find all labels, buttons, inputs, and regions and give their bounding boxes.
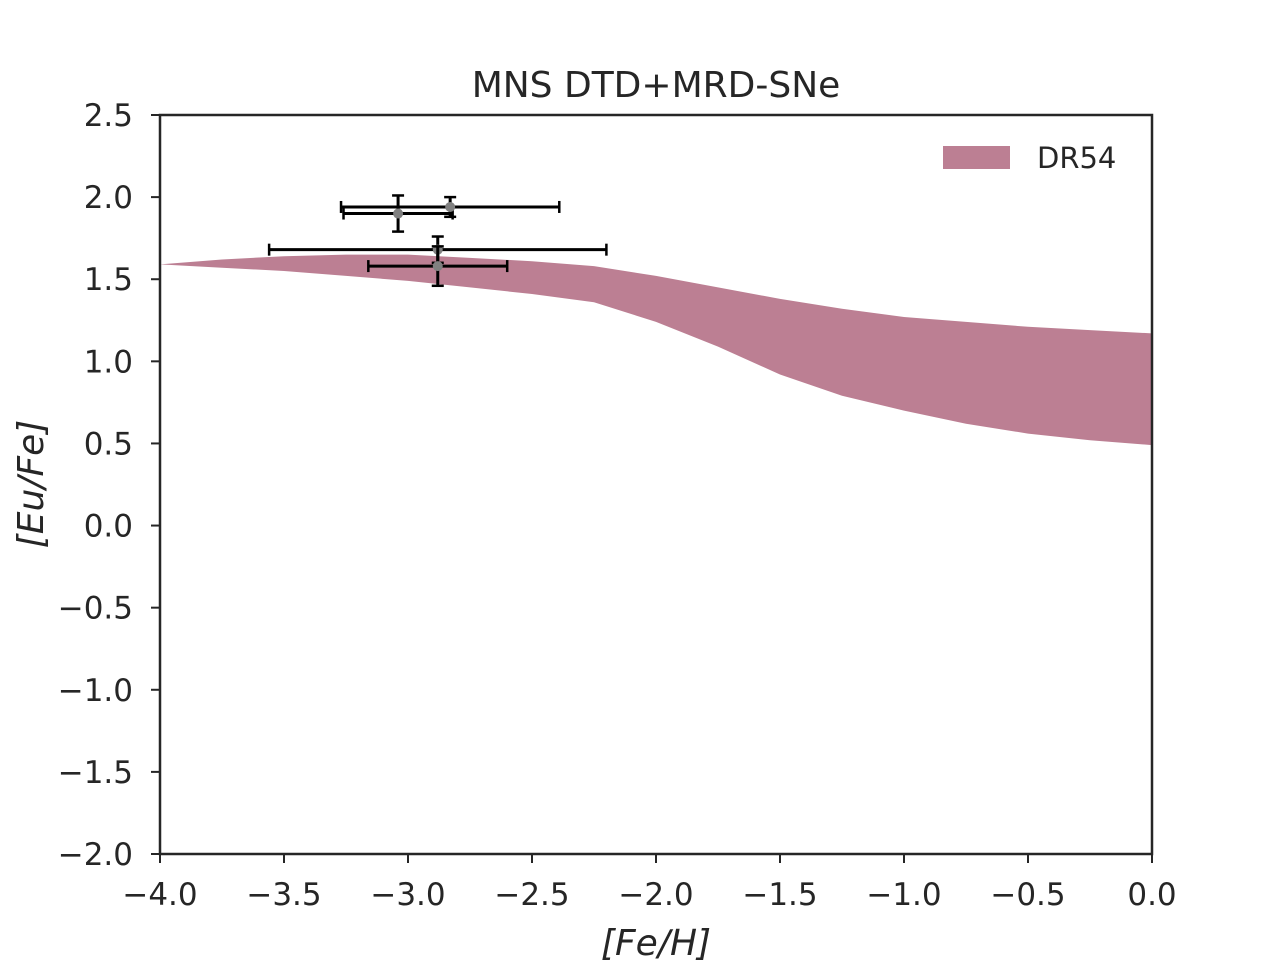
x-tick-label: −1.5: [742, 877, 817, 913]
point-marker: [445, 201, 456, 212]
data-point-2: [339, 195, 561, 219]
plot-frame: [158, 113, 1154, 856]
plot-area: [160, 194, 1152, 446]
data-point-1: [342, 194, 454, 233]
point-marker: [432, 261, 443, 272]
legend-label-dr54: DR54: [1037, 141, 1116, 175]
x-tick-label: −0.5: [990, 877, 1065, 913]
band-dr54: [160, 254, 1152, 446]
x-tick-label: −3.5: [246, 877, 321, 913]
x-axis-label: [Fe/H]: [601, 923, 711, 960]
y-axis: −2.0 −1.5 −1.0 −0.5 0.0 0.5 1.0 1.5 2.0 2.5: [58, 98, 160, 873]
data-point-4: [367, 245, 509, 288]
y-tick-label: 2.0: [84, 180, 133, 216]
y-axis-label: [Eu/Fe]: [11, 420, 52, 549]
x-tick-label: 0.0: [1127, 877, 1176, 913]
y-tick-label: −0.5: [58, 591, 133, 627]
point-marker: [393, 208, 404, 219]
x-tick-label: −2.5: [494, 877, 569, 913]
legend: DR54: [943, 141, 1116, 175]
x-tick-label: −2.0: [618, 877, 693, 913]
y-tick-label: −1.5: [58, 755, 133, 791]
y-tick-label: 1.5: [84, 262, 133, 298]
legend-swatch-dr54: [943, 146, 1010, 169]
y-tick-label: −2.0: [58, 837, 133, 873]
x-tick-label: −4.0: [122, 877, 197, 913]
chart-title: MNS DTD+MRD-SNe: [472, 65, 841, 106]
y-tick-label: 1.0: [84, 344, 133, 380]
x-tick-label: −3.0: [370, 877, 445, 913]
y-tick-label: 0.5: [84, 426, 133, 462]
x-tick-label: −1.0: [866, 877, 941, 913]
y-tick-label: −1.0: [58, 673, 133, 709]
y-tick-label: 2.5: [84, 98, 133, 134]
x-axis: −4.0 −3.5 −3.0 −2.5 −2.0 −1.5 −1.0 −0.5 0.0: [122, 854, 1177, 913]
y-tick-label: 0.0: [84, 509, 133, 545]
